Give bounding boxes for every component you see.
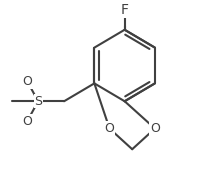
Text: S: S	[34, 95, 42, 108]
Text: O: O	[22, 114, 32, 127]
Text: O: O	[104, 122, 115, 135]
Text: F: F	[121, 3, 129, 17]
Text: O: O	[22, 75, 32, 88]
Text: O: O	[150, 122, 160, 135]
